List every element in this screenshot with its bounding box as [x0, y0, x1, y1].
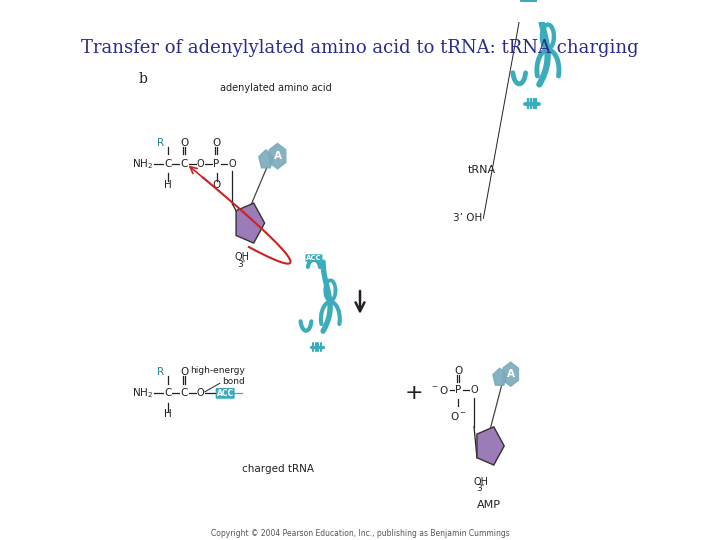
- Text: P: P: [455, 386, 462, 395]
- Text: adenylated amino acid: adenylated amino acid: [220, 83, 332, 92]
- Text: +: +: [405, 383, 423, 403]
- Polygon shape: [258, 150, 273, 168]
- Text: Transfer of adenylylated amino acid to tRNA: tRNA charging: Transfer of adenylylated amino acid to t…: [81, 39, 639, 57]
- Text: C: C: [181, 159, 188, 169]
- Text: O: O: [197, 388, 204, 399]
- Text: tRNA: tRNA: [468, 165, 496, 176]
- Text: C: C: [181, 388, 188, 399]
- Polygon shape: [477, 427, 504, 465]
- Text: ACC: ACC: [306, 255, 322, 261]
- Text: O: O: [197, 159, 204, 169]
- Text: 3’ OH: 3’ OH: [453, 213, 482, 224]
- Text: O: O: [212, 138, 220, 148]
- Polygon shape: [236, 203, 265, 243]
- Text: O: O: [228, 159, 236, 169]
- Text: 3': 3': [477, 484, 485, 493]
- Text: b: b: [139, 72, 148, 86]
- Polygon shape: [269, 144, 286, 169]
- Text: O: O: [212, 180, 220, 190]
- Text: O: O: [470, 386, 478, 395]
- Text: charged tRNA: charged tRNA: [241, 464, 313, 474]
- Text: O: O: [180, 138, 189, 148]
- Text: O: O: [180, 367, 189, 377]
- Text: $^-$O: $^-$O: [430, 384, 449, 396]
- Text: NH$_2$: NH$_2$: [132, 387, 153, 400]
- Polygon shape: [493, 368, 506, 386]
- Text: C: C: [164, 388, 171, 399]
- Text: A: A: [507, 369, 515, 379]
- Text: H: H: [164, 180, 171, 190]
- Polygon shape: [503, 362, 518, 386]
- Text: OH: OH: [234, 252, 249, 262]
- Text: O: O: [454, 366, 462, 376]
- Text: A: A: [274, 151, 282, 161]
- Text: ACC: ACC: [217, 389, 234, 398]
- Text: OH: OH: [473, 476, 488, 487]
- Text: P: P: [213, 159, 220, 169]
- Text: NH$_2$: NH$_2$: [132, 157, 153, 171]
- Text: 3': 3': [238, 260, 246, 269]
- Text: H: H: [164, 409, 171, 420]
- Text: O$^-$: O$^-$: [450, 409, 467, 422]
- Text: ACC: ACC: [521, 0, 536, 1]
- Text: C: C: [164, 159, 171, 169]
- Text: high-energy
bond: high-energy bond: [190, 366, 246, 386]
- Text: Copyright © 2004 Pearson Education, Inc., publishing as Benjamin Cummings: Copyright © 2004 Pearson Education, Inc.…: [211, 529, 509, 538]
- Text: R: R: [157, 367, 164, 377]
- Text: R: R: [157, 138, 164, 148]
- Text: AMP: AMP: [477, 501, 501, 510]
